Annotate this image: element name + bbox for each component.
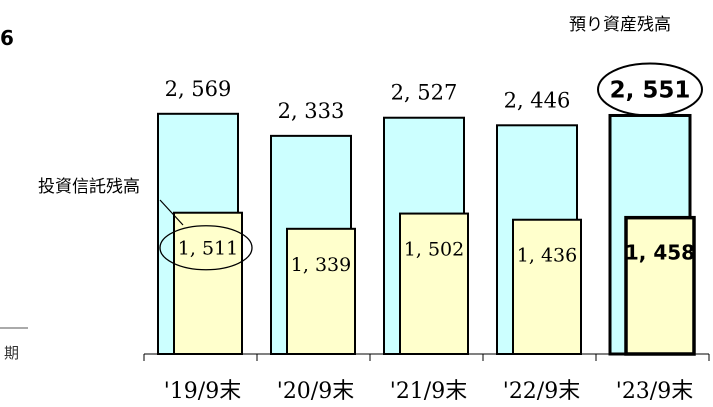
data-label-deposits-2: 2, 527 bbox=[391, 81, 458, 105]
x-tick-label-0: '19/9末 bbox=[164, 379, 241, 404]
x-tick-label-2: '21/9末 bbox=[390, 379, 467, 404]
bar-trusts-3 bbox=[512, 218, 582, 355]
data-label-deposits-3: 2, 446 bbox=[504, 88, 571, 112]
highlight-ellipse bbox=[597, 62, 703, 117]
bar-trusts-0 bbox=[173, 211, 243, 355]
data-label-trusts-0: 1, 511 bbox=[178, 238, 238, 260]
legend-label-deposits: 預り資産残高 bbox=[569, 15, 671, 35]
data-label-trusts-1: 1, 339 bbox=[291, 254, 351, 276]
data-label-trusts-4: 1, 458 bbox=[625, 241, 695, 265]
data-label-trusts-2: 1, 502 bbox=[404, 239, 464, 261]
data-label-trusts-3: 1, 436 bbox=[517, 245, 577, 267]
x-tick-label-4: '23/9末 bbox=[616, 379, 693, 404]
data-label-deposits-1: 2, 333 bbox=[278, 99, 345, 123]
data-label-deposits-0: 2, 569 bbox=[165, 77, 232, 101]
x-tick-label-3: '22/9末 bbox=[503, 379, 580, 404]
x-tick-label-1: '20/9末 bbox=[277, 379, 354, 404]
bar-trusts-2 bbox=[399, 212, 469, 355]
legend-label-trusts: 投資信託残高 bbox=[38, 177, 140, 197]
clipped-label: 期 bbox=[4, 344, 20, 362]
bar-trusts-4 bbox=[624, 215, 696, 356]
callout-leader-line bbox=[159, 199, 184, 226]
clipped-number: 6 bbox=[0, 26, 14, 50]
bar-trusts-1 bbox=[286, 227, 356, 355]
data-label-deposits-4: 2, 551 bbox=[610, 77, 691, 103]
callout-ellipse bbox=[159, 225, 253, 271]
